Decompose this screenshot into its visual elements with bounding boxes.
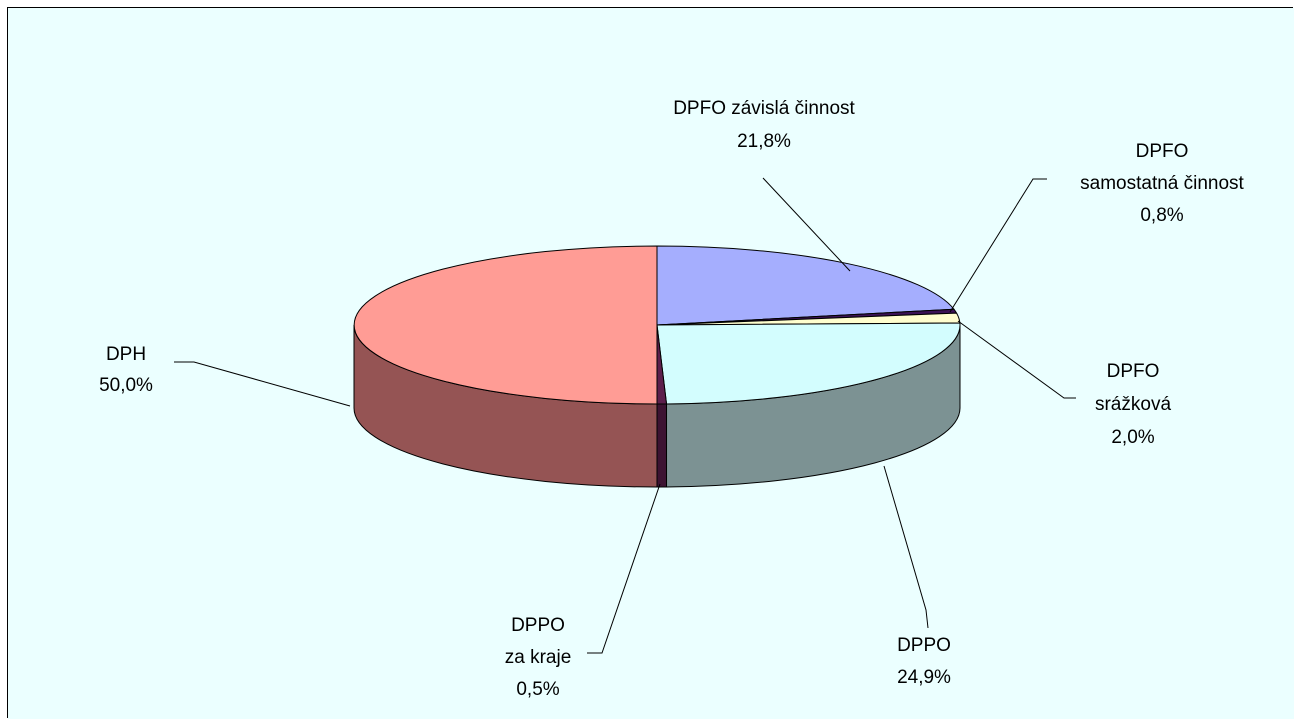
data-label-dpfo-zavisla-cinnost: DPFO závislá činnost 21,8% (673, 98, 855, 152)
data-label-line: 2,0% (1111, 427, 1154, 448)
data-label-line: DPFO (1107, 361, 1160, 382)
data-label-line: srážková (1095, 394, 1171, 415)
data-label-dph: DPH 50,0% (99, 344, 153, 396)
data-label-line: 21,8% (737, 131, 791, 152)
data-label-dpfo-srazkova: DPFO srážková 2,0% (1095, 361, 1171, 448)
data-label-line: DPFO (1136, 141, 1189, 162)
data-label-line: 0,5% (516, 679, 559, 700)
data-label-line: DPH (106, 344, 146, 365)
data-label-dppo-za-kraje: DPPO za kraje 0,5% (505, 615, 572, 700)
data-label-dppo: DPPO 24,9% (897, 635, 951, 688)
pie-sides (353, 324, 961, 488)
data-label-dpfo-samostatna-cinnost: DPFO samostatná činnost 0,8% (1080, 141, 1244, 226)
leader-lines (174, 177, 1076, 654)
pie-chart: DPFO závislá činnost 21,8% DPFO samostatná … (8, 8, 1294, 719)
leader-line-dppo (883, 465, 929, 629)
data-labels: DPFO závislá činnost 21,8% DPFO samostatná … (99, 98, 1245, 700)
leader-line-dph (174, 361, 351, 407)
leader-line-dpfo-srazkova (957, 320, 1076, 399)
data-label-line: DPPO (511, 615, 565, 636)
data-label-line: 0,8% (1140, 205, 1183, 226)
pie-slice-dpfo-zavisla-cinnost (656, 245, 955, 326)
data-label-line: 50,0% (99, 375, 153, 396)
pie-slices (353, 245, 961, 405)
leader-line-dpfo-zavisla-cinnost (762, 177, 851, 272)
leader-line-dpfo-samostatna-cinnost (949, 178, 1047, 313)
data-label-line: za kraje (505, 647, 572, 668)
leader-line-dppo-za-kraje (587, 483, 661, 654)
chart-area: DPFO závislá činnost 21,8% DPFO samostatná … (7, 7, 1294, 719)
data-label-line: samostatná činnost (1080, 173, 1244, 194)
data-label-line: 24,9% (897, 667, 951, 688)
pie-slice-dppo (656, 322, 961, 405)
data-label-line: DPPO (897, 635, 951, 656)
pie-side-dppo-za-kraje (656, 403, 668, 488)
data-label-line: DPFO závislá činnost (673, 98, 855, 119)
pie-slice-dph (353, 245, 658, 405)
